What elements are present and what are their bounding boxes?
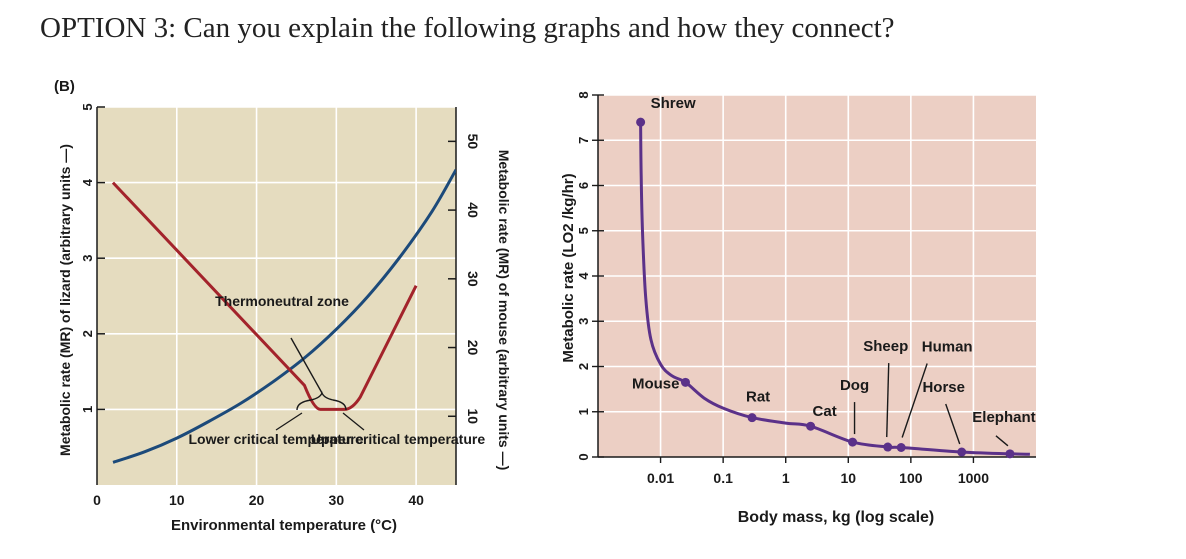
panel-b-y-tick-label: 4: [576, 272, 591, 280]
panel-a-left-tick-label: 4: [80, 178, 95, 186]
panel-b-y-tick-label: 7: [576, 137, 591, 144]
panel-b-x-tick-label: 1000: [958, 470, 989, 486]
panel-a-x-tick-label: 30: [329, 492, 345, 508]
data-point-human: [896, 442, 906, 452]
panel-b-y-tick-label: 0: [576, 453, 591, 460]
data-point-sheep: [883, 442, 893, 452]
thermoneutral-annotation: Thermoneutral zone: [215, 293, 349, 411]
panel-b-y-axis-label: Metabolic rate (LO2 /kg/hr): [560, 173, 577, 362]
panel-a-x-axis-label: Environmental temperature (°C): [171, 517, 397, 534]
point-label-human: Human: [922, 338, 973, 355]
panel-a-right-y-ticks: 10 20 30 40 50: [448, 134, 481, 424]
panel-a-left-tick-label: 5: [80, 103, 95, 110]
data-point-dog: [848, 437, 858, 447]
upper-critical-label: Upper critical temperature: [311, 431, 485, 447]
panel-a-x-tick-label: 20: [249, 492, 265, 508]
panel-a-right-tick-label: 20: [465, 340, 481, 356]
panel-b-y-tick-label: 2: [576, 363, 591, 370]
panel-a-left-y-axis-label: Metabolic rate (MR) of lizard (arbitrary…: [57, 144, 73, 456]
panel-a-left-tick-label: 3: [80, 255, 95, 262]
data-point-horse: [957, 447, 967, 457]
panel-b-x-axis-label: Body mass, kg (log scale): [738, 509, 935, 526]
panel-b-x-tick-label: 1: [782, 470, 790, 486]
panel-b-points: [636, 117, 1015, 459]
critical-temperature-annotations: Lower critical temperature Upper critica…: [188, 412, 485, 447]
leader-line-horse: [945, 403, 961, 445]
point-label-mouse: Mouse: [632, 375, 680, 392]
question-heading: OPTION 3: Can you explain the following …: [40, 12, 895, 44]
leader-line-elephant: [995, 435, 1009, 447]
panel-b-y-tick-label: 8: [576, 91, 591, 98]
point-label-elephant: Elephant: [972, 409, 1035, 426]
panel-label: (B): [54, 78, 75, 95]
leader-line-sheep: [886, 363, 890, 438]
panel-b-y-ticks: 0 1 2 3 4 5 6 7 8: [576, 91, 604, 461]
point-label-dog: Dog: [840, 377, 869, 394]
data-point-mouse: [680, 377, 690, 387]
panel-a-right-tick-label: 10: [465, 408, 481, 424]
panel-b-x-tick-label: 0.01: [647, 470, 674, 486]
panel-a-right-tick-label: 40: [465, 202, 481, 218]
point-label-shrew: Shrew: [651, 95, 696, 112]
panel-a-left-tick-label: 2: [80, 330, 95, 337]
panel-a-left-tick-label: 1: [80, 406, 95, 413]
mouse-series-line: [111, 181, 418, 411]
point-label-sheep: Sheep: [863, 338, 908, 355]
panel-b-x-tick-label: 100: [899, 470, 923, 486]
point-label-cat: Cat: [813, 403, 837, 420]
leader-line-human: [901, 363, 928, 438]
panel-a-plot-area: [97, 107, 456, 485]
thermoneutral-label-line1: Thermoneutral zone: [215, 293, 349, 309]
panel-b-x-tick-label: 0.1: [713, 470, 733, 486]
panel-a-left-y-ticks: 1 2 3 4 5: [80, 103, 105, 413]
panel-a-x-ticks: 0 10 20 30 40: [93, 492, 424, 508]
panel-a-right-tick-label: 30: [465, 271, 481, 287]
panel-a-x-tick-label: 0: [93, 492, 101, 508]
panel-b-y-tick-label: 3: [576, 318, 591, 325]
panel-a-x-tick-label: 10: [169, 492, 185, 508]
panel-a-x-tick-label: 40: [408, 492, 424, 508]
panel-b-y-tick-label: 1: [576, 408, 591, 415]
panel-b-x-ticks: 0.01 0.1 1 10 100 1000: [647, 457, 989, 486]
panel-a-right-tick-label: 50: [465, 134, 481, 150]
data-point-rat: [747, 413, 757, 423]
panel-b-x-tick-label: 10: [840, 470, 856, 486]
data-point-cat: [806, 421, 816, 431]
panel-a-right-y-axis-label: Metabolic rate (MR) of mouse (arbitrary …: [496, 150, 512, 470]
panel-a-grid: [96, 106, 457, 485]
panel-b-grid: [598, 94, 1036, 457]
point-label-rat: Rat: [746, 389, 770, 406]
data-point-elephant: [1005, 449, 1015, 459]
data-point-shrew: [636, 117, 646, 127]
panel-b-y-tick-label: 5: [576, 227, 591, 234]
lower-critical-label: Lower critical temperature: [188, 431, 363, 447]
panel-b-y-tick-label: 6: [576, 182, 591, 189]
point-label-horse: Horse: [922, 379, 965, 396]
